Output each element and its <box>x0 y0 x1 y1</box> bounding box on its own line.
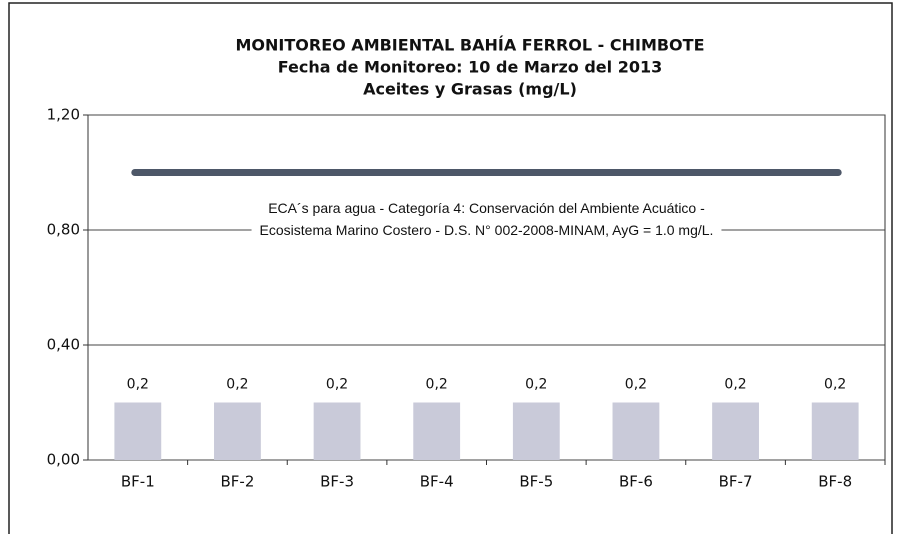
chart-title: MONITOREO AMBIENTAL BAHÍA FERROL - CHIMB… <box>236 36 705 55</box>
data-label: 0,2 <box>625 377 647 393</box>
bar <box>114 402 162 460</box>
bar <box>512 402 560 460</box>
x-tick-label: BF-2 <box>221 473 255 491</box>
x-tick-label: BF-6 <box>619 473 653 491</box>
data-label: 0,2 <box>127 377 149 393</box>
bar <box>413 402 461 460</box>
x-tick-label: BF-3 <box>320 473 354 491</box>
x-tick-label: BF-5 <box>519 473 553 491</box>
x-tick-label: BF-7 <box>719 473 753 491</box>
chart-subtitle: Fecha de Monitoreo: 10 de Marzo del 2013 <box>278 58 662 77</box>
y-tick-label: 0,00 <box>47 451 80 469</box>
annotation: Ecosistema Marino Costero - D.S. N° 002-… <box>260 222 714 238</box>
annotation-background <box>260 200 714 217</box>
data-label: 0,2 <box>226 377 248 393</box>
x-tick-label: BF-8 <box>818 473 852 491</box>
x-tick-label: BF-4 <box>420 473 454 491</box>
data-label: 0,2 <box>326 377 348 393</box>
y-tick-label: 0,80 <box>47 221 80 239</box>
data-label: 0,2 <box>426 377 448 393</box>
bar <box>313 402 361 460</box>
x-tick-label: BF-1 <box>121 473 155 491</box>
bar <box>712 402 759 460</box>
data-label: 0,2 <box>724 377 746 393</box>
bar <box>612 402 660 460</box>
chart-subtitle: Aceites y Grasas (mg/L) <box>363 80 577 99</box>
data-label: 0,2 <box>824 377 846 393</box>
y-tick-label: 0,40 <box>47 336 80 354</box>
bar <box>811 402 859 460</box>
annotation: ECA´s para agua - Categoría 4: Conservac… <box>268 200 705 216</box>
bar <box>214 402 261 460</box>
data-label: 0,2 <box>525 377 547 393</box>
annotation-background <box>251 222 722 239</box>
y-tick-label: 1,20 <box>47 106 80 124</box>
